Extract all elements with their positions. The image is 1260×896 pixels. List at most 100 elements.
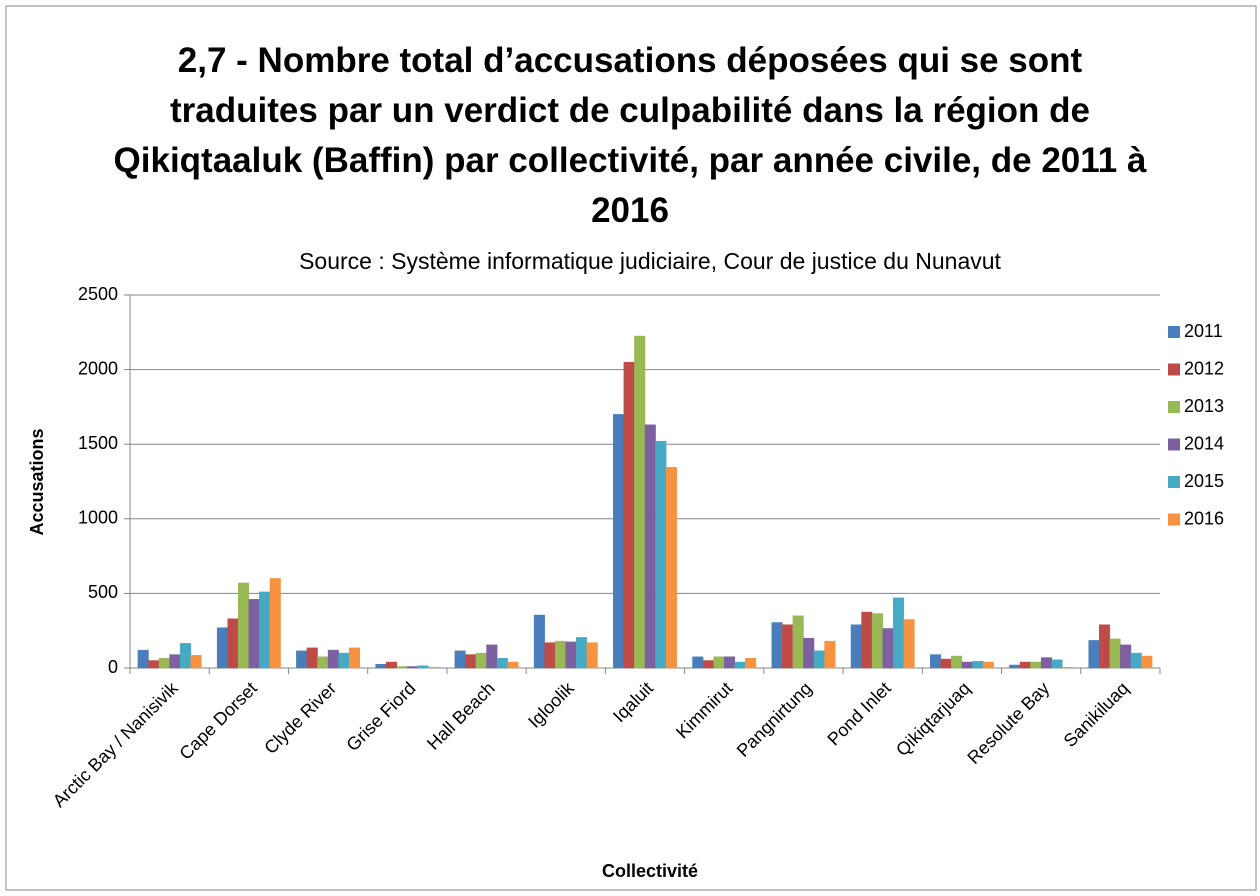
bar [306, 647, 318, 669]
bar [507, 661, 519, 669]
bar [396, 666, 408, 669]
bar [734, 661, 746, 669]
bar [1030, 661, 1042, 669]
bar [850, 624, 862, 669]
bar [702, 660, 714, 669]
bar [644, 424, 656, 669]
bar [972, 661, 984, 669]
bar [813, 650, 825, 669]
bar [982, 661, 994, 669]
bar [871, 613, 883, 669]
legend-swatch [1168, 326, 1180, 338]
bar [533, 614, 545, 669]
bar [1051, 659, 1063, 669]
bar [475, 652, 487, 669]
bar [238, 582, 250, 669]
bar [338, 652, 350, 669]
bar [576, 637, 588, 669]
bar [190, 655, 202, 669]
bar [782, 624, 794, 669]
bar [137, 649, 149, 669]
bar [348, 647, 361, 669]
bar [1120, 644, 1132, 669]
bar [486, 644, 498, 669]
bar [148, 660, 160, 669]
bar [216, 627, 228, 669]
bar [929, 654, 942, 669]
bar [713, 656, 725, 669]
bar [803, 637, 815, 669]
bar [903, 619, 915, 669]
bar [1130, 652, 1142, 669]
y-tick-label: 500 [88, 582, 118, 602]
bar [1019, 661, 1031, 669]
legend-swatch [1168, 513, 1180, 526]
bar [1040, 657, 1052, 669]
bar [745, 658, 757, 669]
bar [296, 650, 308, 669]
bar [1141, 655, 1153, 669]
bar [554, 640, 567, 669]
bar [1088, 640, 1100, 669]
bar [586, 642, 598, 669]
bar [861, 611, 873, 669]
x-axis-title: Collectivité [602, 861, 698, 881]
bar [385, 661, 397, 669]
bar [893, 597, 905, 669]
bar [259, 591, 271, 669]
legend-label: 2012 [1184, 358, 1224, 378]
bar [634, 335, 646, 669]
y-axis-title: Accusations [27, 428, 47, 535]
y-tick-label: 0 [108, 657, 118, 677]
bar [665, 467, 677, 669]
legend-label: 2011 [1184, 321, 1223, 341]
legend-label: 2016 [1184, 508, 1224, 528]
bar [723, 656, 736, 669]
bar [169, 654, 181, 669]
bar [544, 642, 556, 669]
chart-subtitle: Source : Système informatique judiciaire… [299, 248, 1001, 274]
bar [158, 658, 170, 669]
bar [951, 655, 963, 669]
bar [1062, 667, 1074, 669]
bar [882, 628, 894, 669]
legend-swatch [1168, 476, 1180, 488]
bar [771, 622, 783, 669]
bar [565, 641, 577, 669]
bar [248, 599, 260, 669]
y-tick-label: 2000 [78, 358, 118, 378]
bar [655, 440, 667, 669]
y-tick-label: 1000 [78, 508, 118, 528]
y-tick-label: 1500 [78, 433, 118, 453]
bar [269, 578, 281, 669]
bar [613, 414, 625, 669]
bar [417, 665, 429, 669]
bar [375, 664, 387, 669]
chart-title: 2,7 - Nombre total d’accusations déposée… [113, 41, 1147, 230]
legend-swatch [1168, 438, 1180, 451]
bar [317, 656, 329, 669]
bar [407, 666, 419, 669]
legend-label: 2013 [1184, 396, 1224, 416]
y-tick-label: 2500 [78, 284, 118, 304]
bar [1109, 638, 1121, 669]
bar [623, 361, 635, 669]
bar [824, 640, 836, 669]
bar [179, 643, 191, 669]
bar [496, 658, 508, 669]
bar [1009, 664, 1021, 669]
bar [961, 661, 973, 669]
bar [454, 650, 466, 669]
legend-swatch [1168, 363, 1180, 376]
legend-swatch [1168, 401, 1180, 413]
bar [428, 667, 440, 669]
legend-label: 2015 [1184, 471, 1224, 491]
bar [940, 658, 952, 669]
bar [692, 656, 704, 669]
bar [465, 654, 477, 669]
legend-label: 2014 [1184, 433, 1224, 453]
bar [327, 649, 339, 669]
bar [227, 618, 239, 669]
